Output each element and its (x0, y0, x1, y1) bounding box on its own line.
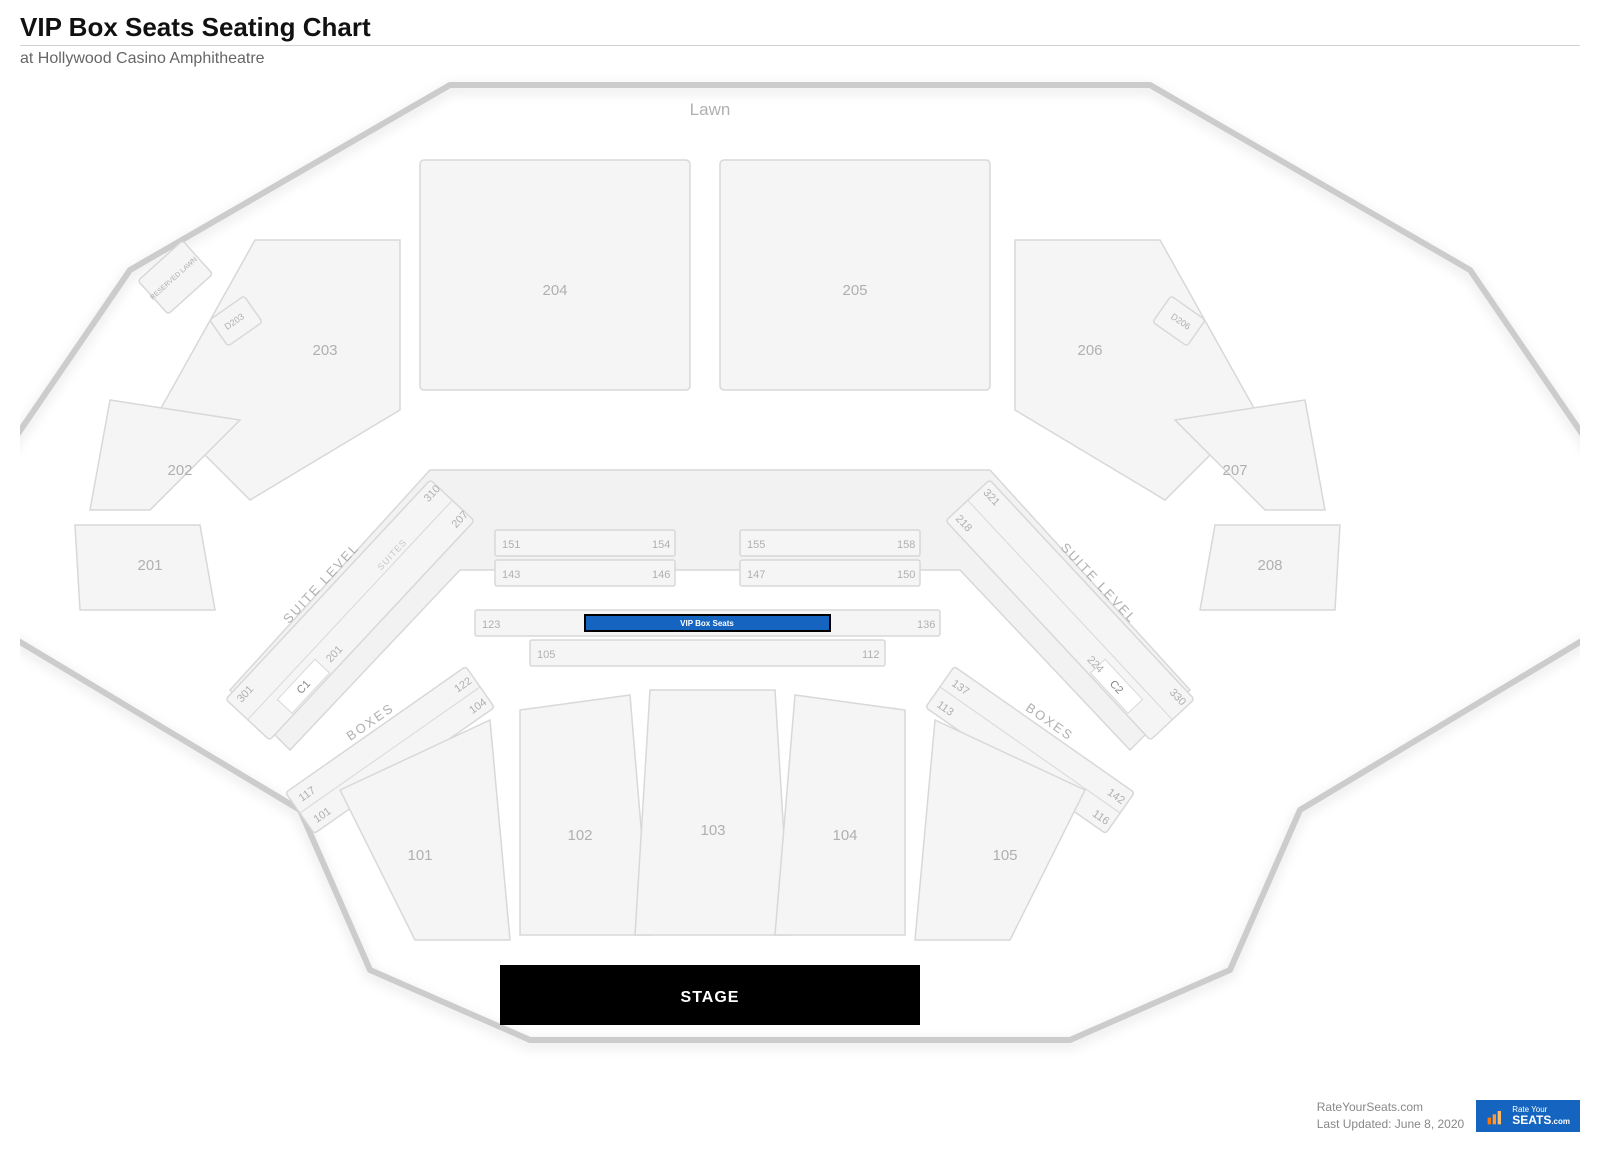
seating-chart: Lawn SUITE LEVEL 301 310 20 (20, 70, 1580, 1070)
chart-header: VIP Box Seats Seating Chart at Hollywood… (20, 12, 1580, 68)
svg-text:102: 102 (567, 827, 592, 844)
svg-text:147: 147 (747, 569, 765, 581)
stage: STAGE (500, 965, 920, 1025)
svg-text:123: 123 (482, 619, 500, 631)
logo-suffix: .com (1551, 1117, 1570, 1126)
chart-title: VIP Box Seats Seating Chart (20, 12, 1580, 46)
svg-text:146: 146 (652, 569, 670, 581)
svg-text:VIP Box Seats: VIP Box Seats (680, 619, 734, 628)
lawn-label: Lawn (690, 100, 731, 119)
svg-text:154: 154 (652, 539, 670, 551)
svg-text:202: 202 (167, 462, 192, 479)
rateyourseats-logo: Rate Your SEATS.com (1476, 1100, 1580, 1132)
footer-text: RateYourSeats.com Last Updated: June 8, … (1317, 1099, 1464, 1133)
svg-text:101: 101 (407, 847, 432, 864)
svg-text:203: 203 (312, 342, 337, 359)
svg-text:207: 207 (1222, 462, 1247, 479)
svg-text:136: 136 (917, 619, 935, 631)
footer-updated: Last Updated: June 8, 2020 (1317, 1116, 1464, 1133)
footer-source: RateYourSeats.com (1317, 1099, 1464, 1116)
svg-text:150: 150 (897, 569, 915, 581)
svg-text:104: 104 (832, 827, 857, 844)
svg-text:201: 201 (137, 557, 162, 574)
logo-main: SEATS (1512, 1113, 1551, 1127)
chart-subtitle: at Hollywood Casino Amphitheatre (20, 50, 1580, 68)
svg-text:112: 112 (862, 649, 880, 661)
svg-text:151: 151 (502, 539, 520, 551)
svg-text:208: 208 (1257, 557, 1282, 574)
svg-text:205: 205 (842, 282, 867, 299)
svg-text:105: 105 (537, 649, 555, 661)
svg-text:204: 204 (542, 282, 567, 299)
svg-text:158: 158 (897, 539, 915, 551)
svg-text:STAGE: STAGE (681, 989, 740, 1006)
svg-text:105: 105 (992, 847, 1017, 864)
svg-text:143: 143 (502, 569, 520, 581)
svg-text:103: 103 (700, 822, 725, 839)
svg-text:206: 206 (1077, 342, 1102, 359)
footer: RateYourSeats.com Last Updated: June 8, … (1317, 1099, 1580, 1133)
seats-icon (1486, 1106, 1506, 1126)
vip-box-seats: VIP Box Seats (585, 615, 830, 631)
svg-text:155: 155 (747, 539, 765, 551)
